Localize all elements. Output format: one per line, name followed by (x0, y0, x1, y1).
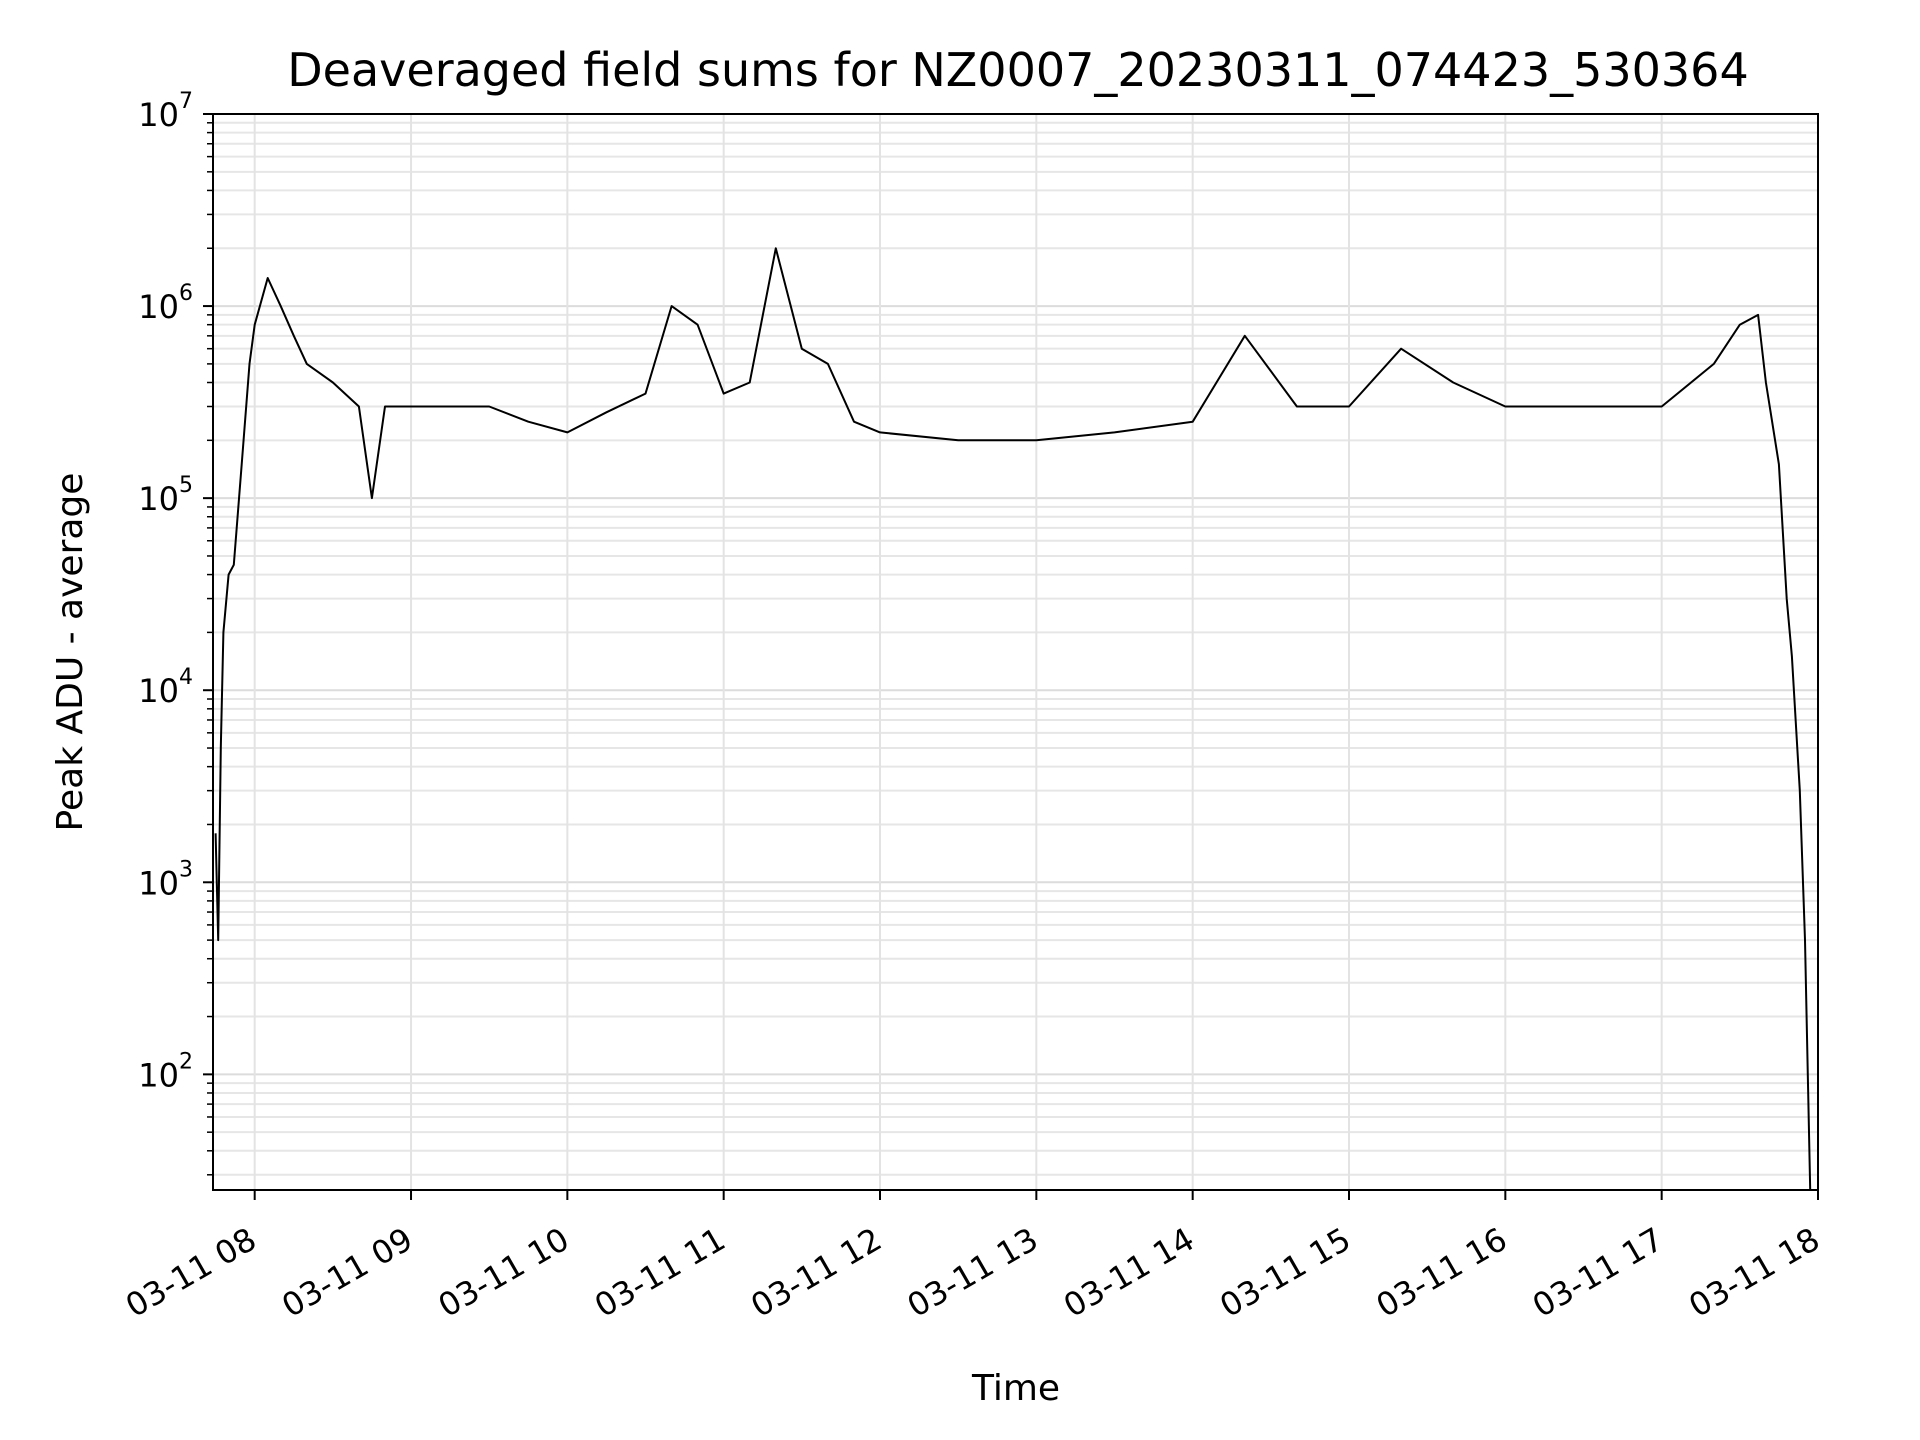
y-tick-label: 102 (138, 1049, 193, 1094)
y-tick-label-exponent: 3 (179, 857, 193, 882)
chart-title: Deaveraged field sums for NZ0007_2023031… (287, 43, 1748, 97)
y-tick-label-base: 10 (138, 288, 179, 326)
major-grid (213, 113, 1819, 1190)
y-tick-label-exponent: 5 (179, 473, 193, 498)
y-tick-label: 104 (138, 665, 193, 710)
minor-grid (213, 121, 1818, 1176)
y-tick-label-exponent: 6 (179, 281, 193, 306)
y-tick-label: 107 (138, 89, 193, 134)
y-tick-label-base: 10 (138, 96, 179, 134)
y-tick-label: 105 (138, 473, 193, 518)
y-tick-label-exponent: 7 (179, 89, 193, 114)
series-line (214, 247, 1812, 1191)
series-lines (214, 247, 1812, 1191)
y-tick-label-base: 10 (138, 480, 179, 518)
y-tick-label-exponent: 2 (179, 1049, 193, 1074)
y-tick-label-base: 10 (138, 1056, 179, 1094)
x-axis-label: Time (971, 1368, 1060, 1409)
plot-frame (212, 113, 1819, 1191)
y-tick-label: 106 (138, 281, 193, 326)
y-tick-label: 103 (138, 857, 193, 902)
y-tick-label-base: 10 (138, 672, 179, 710)
y-tick-label-exponent: 4 (179, 665, 193, 690)
y-tick-label-base: 10 (138, 864, 179, 902)
y-axis-label: Peak ADU - average (50, 473, 91, 832)
